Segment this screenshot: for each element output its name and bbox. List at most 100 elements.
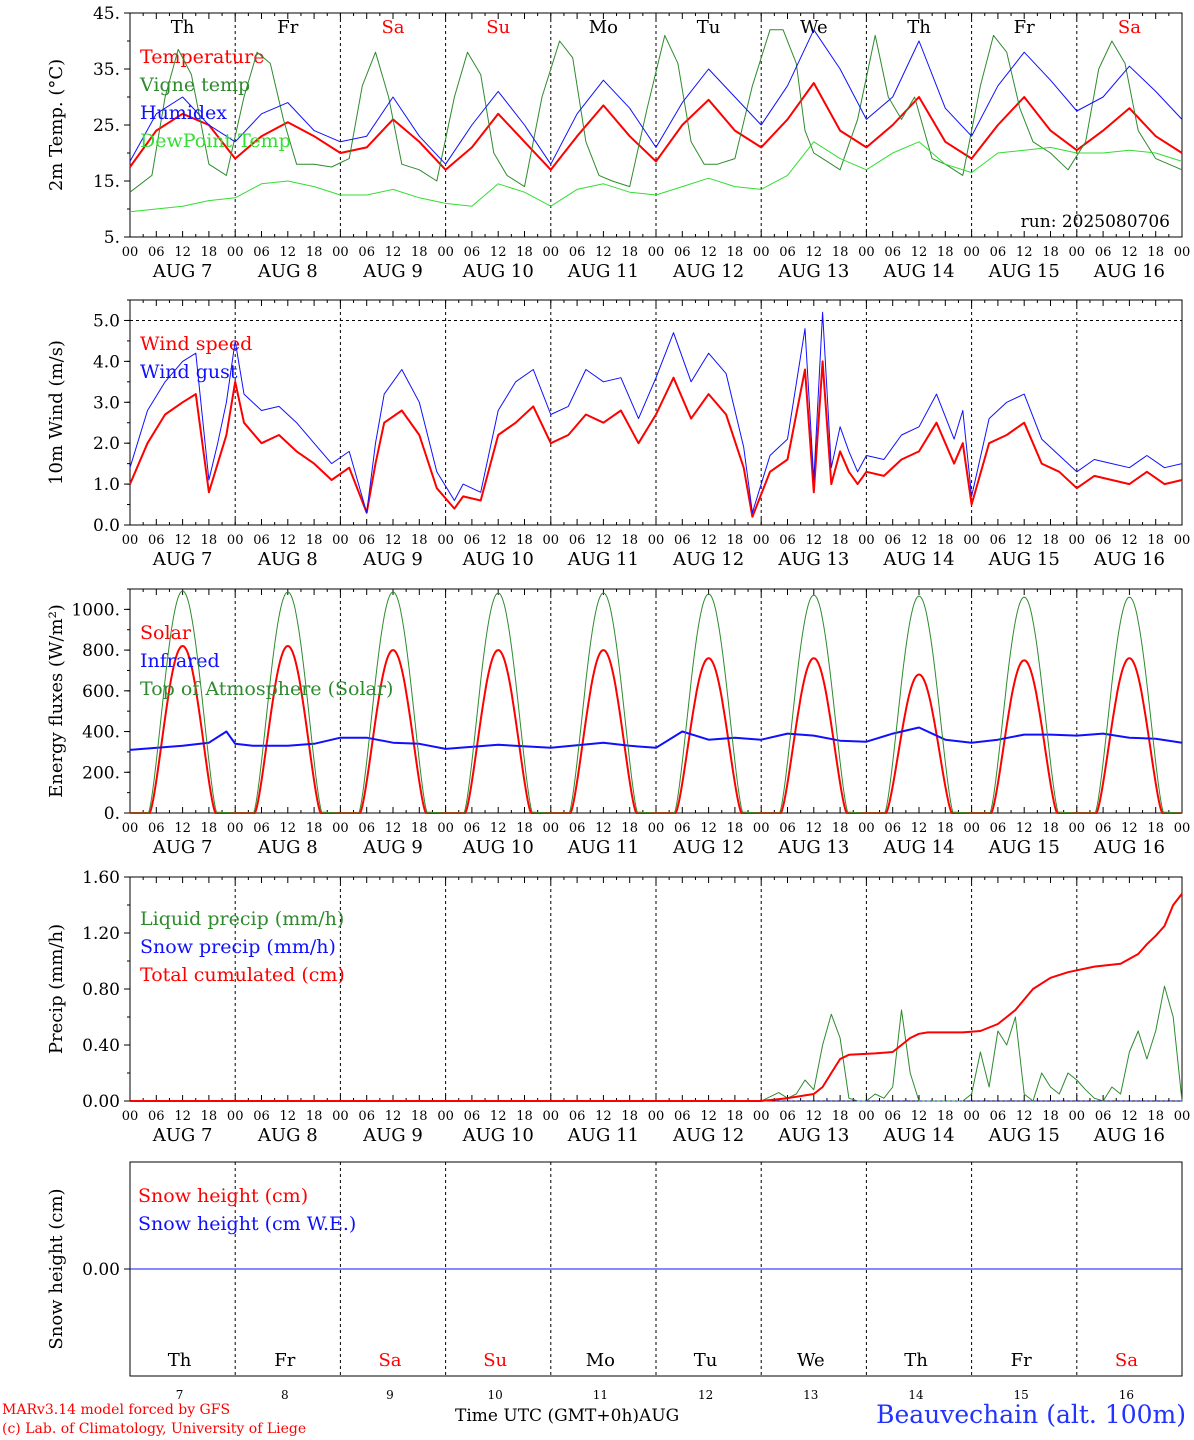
hour-tick-label: 18 <box>727 821 744 836</box>
series-line <box>130 985 1183 1102</box>
y-tick-label: 0.00 <box>82 1092 120 1112</box>
date-number-label: 11 <box>593 1388 608 1402</box>
hour-tick-label: 00 <box>1174 821 1191 836</box>
hour-tick-label: 18 <box>727 533 744 548</box>
hour-tick-label: 12 <box>1016 821 1033 836</box>
x-axis-title: Time UTC (GMT+0h)AUG <box>455 1406 679 1426</box>
hour-tick-label: 18 <box>727 245 744 260</box>
date-label: AUG 10 <box>462 261 534 282</box>
y-tick-label: 200. <box>82 763 120 783</box>
date-label: AUG 8 <box>257 261 318 282</box>
y-tick-label: 1.20 <box>82 924 120 944</box>
hour-tick-label: 00 <box>648 245 665 260</box>
date-label: AUG 9 <box>362 549 423 570</box>
date-label: AUG 14 <box>882 837 954 858</box>
date-label: AUG 14 <box>882 261 954 282</box>
hour-tick-label: 00 <box>858 821 875 836</box>
x-axis-title-text: Time UTC (GMT+0h) <box>455 1406 640 1426</box>
date-label: AUG 12 <box>672 261 744 282</box>
date-label: AUG 12 <box>672 1125 744 1146</box>
hour-tick-label: 06 <box>1095 533 1112 548</box>
hour-tick-label: 12 <box>595 533 612 548</box>
hour-tick-label: 06 <box>674 1109 691 1124</box>
hour-tick-label: 00 <box>332 245 349 260</box>
hour-tick-label: 12 <box>385 533 402 548</box>
date-label: AUG 13 <box>777 1125 849 1146</box>
y-axis-label: Precip (mm/h) <box>46 924 67 1054</box>
y-axis-label: Energy fluxes (W/m²) <box>46 604 67 798</box>
hour-tick-label: 18 <box>621 821 638 836</box>
hour-tick-label: 18 <box>201 245 218 260</box>
hour-tick-label: 06 <box>464 533 481 548</box>
date-label: AUG 13 <box>777 549 849 570</box>
hour-tick-label: 12 <box>595 1109 612 1124</box>
hour-tick-label: 12 <box>911 533 928 548</box>
hour-tick-label: 00 <box>753 821 770 836</box>
hour-tick-label: 06 <box>779 245 796 260</box>
hour-tick-label: 00 <box>963 1109 980 1124</box>
date-label: AUG 16 <box>1093 549 1165 570</box>
y-axis-label: 2m Temp. (°C) <box>46 59 67 191</box>
hour-tick-label: 06 <box>1095 1109 1112 1124</box>
hour-tick-label: 06 <box>779 821 796 836</box>
legend-label: Humidex <box>140 102 227 124</box>
hour-tick-label: 06 <box>253 821 270 836</box>
date-label: AUG 7 <box>152 261 213 282</box>
day-of-week-label: Su <box>483 1350 507 1371</box>
hour-tick-label: 18 <box>201 1109 218 1124</box>
hour-tick-label: 12 <box>280 1109 297 1124</box>
y-tick-label: 600. <box>82 682 120 702</box>
hour-tick-label: 18 <box>411 533 428 548</box>
day-of-week-label: Fr <box>1011 1350 1032 1371</box>
hour-tick-label: 06 <box>148 821 165 836</box>
date-label: AUG 14 <box>882 1125 954 1146</box>
y-tick-label: 4.0 <box>93 352 120 372</box>
hour-tick-label: 00 <box>437 533 454 548</box>
hour-tick-label: 06 <box>779 1109 796 1124</box>
hour-tick-label: 12 <box>1121 533 1138 548</box>
hour-tick-label: 06 <box>884 821 901 836</box>
hour-tick-label: 18 <box>832 245 849 260</box>
y-tick-label: 0.0 <box>93 516 120 536</box>
hour-tick-label: 12 <box>806 1109 823 1124</box>
hour-tick-label: 06 <box>884 1109 901 1124</box>
date-label: AUG 15 <box>988 837 1060 858</box>
date-label: AUG 10 <box>462 837 534 858</box>
hour-tick-label: 00 <box>753 533 770 548</box>
date-label: AUG 11 <box>567 1125 639 1146</box>
hour-tick-label: 00 <box>753 245 770 260</box>
hour-tick-label: 00 <box>1069 245 1086 260</box>
date-number-label: 12 <box>698 1388 713 1402</box>
hour-tick-label: 06 <box>884 533 901 548</box>
series-line <box>130 893 1183 1102</box>
hour-tick-label: 12 <box>806 821 823 836</box>
y-tick-label: 5.0 <box>93 311 120 331</box>
hour-tick-label: 12 <box>911 1109 928 1124</box>
day-of-week-label: Sa <box>381 17 404 38</box>
date-label: AUG 16 <box>1093 261 1165 282</box>
day-of-week-label: Fr <box>277 17 298 38</box>
date-number-label: 13 <box>803 1388 818 1402</box>
date-label: AUG 15 <box>988 549 1060 570</box>
y-tick-label: 5. <box>104 228 120 248</box>
series-line <box>129 360 1183 518</box>
hour-tick-label: 18 <box>516 533 533 548</box>
hour-tick-label: 00 <box>122 821 139 836</box>
hour-tick-label: 00 <box>332 533 349 548</box>
legend-label: DewPoint Temp <box>140 130 291 152</box>
hour-tick-label: 12 <box>1016 533 1033 548</box>
hour-tick-label: 00 <box>1069 821 1086 836</box>
day-of-week-label: Th <box>907 17 931 38</box>
hour-tick-label: 18 <box>1042 821 1059 836</box>
hour-tick-label: 06 <box>990 533 1007 548</box>
hour-tick-label: 12 <box>280 821 297 836</box>
hour-tick-label: 12 <box>490 245 507 260</box>
hour-tick-label: 00 <box>753 1109 770 1124</box>
hour-tick-label: 06 <box>358 533 375 548</box>
hour-tick-label: 18 <box>621 533 638 548</box>
hour-tick-label: 18 <box>832 1109 849 1124</box>
legend-label: Solar <box>140 622 192 644</box>
hour-tick-label: 06 <box>569 245 586 260</box>
series-line <box>129 311 1183 514</box>
